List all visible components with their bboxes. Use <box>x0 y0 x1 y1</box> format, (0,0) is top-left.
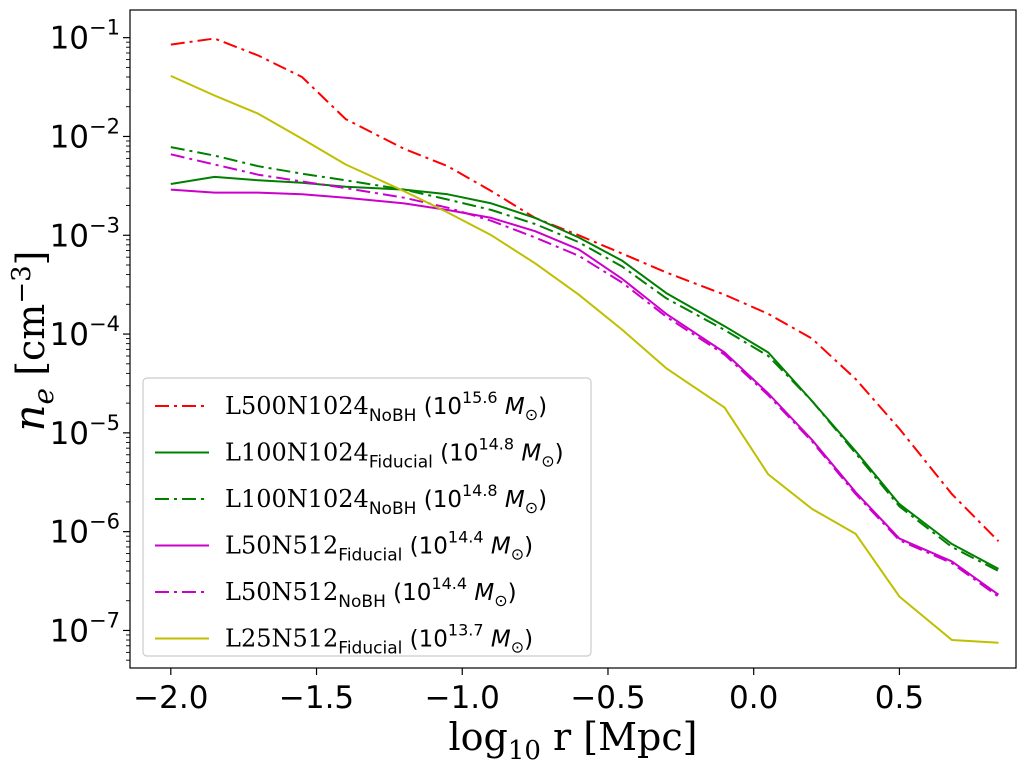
legend: L500N1024NoBH (1015.6 M⊙) L100N1024Fiduci… <box>142 377 592 659</box>
series-layer <box>170 37 1000 644</box>
legend-label: L100N1024NoBH (1014.8 M⊙) <box>225 481 547 519</box>
y-tick-label: 10−7 <box>50 608 120 649</box>
y-axis-title: ne [cm−3] <box>5 250 60 431</box>
series-line-3 <box>170 188 1000 596</box>
series-line-1 <box>170 175 999 570</box>
x-axis-title: log10 r [Mpc] <box>449 715 698 766</box>
legend-label: L50N512NoBH (1014.4 M⊙) <box>225 574 517 612</box>
legend-box <box>142 377 592 657</box>
legend-label: L500N1024NoBH (1015.6 M⊙) <box>225 388 547 426</box>
y-tick-label: 10−1 <box>50 16 120 57</box>
y-tick-label: 10−3 <box>50 213 120 254</box>
series-line-0 <box>170 37 1000 542</box>
legend-label: L50N512Fiducial (1014.4 M⊙) <box>225 528 533 566</box>
x-tick-label: −1.0 <box>425 680 500 716</box>
y-tick-label: 10−2 <box>50 114 120 155</box>
x-tick-label: −0.5 <box>570 680 645 716</box>
y-tick-label: 10−6 <box>50 510 120 551</box>
legend-label: L100N1024Fiducial (1014.8 M⊙) <box>225 435 564 473</box>
y-tick-label: 10−5 <box>50 411 120 452</box>
x-tick-label: −2.0 <box>133 680 208 716</box>
x-tick-label: −1.5 <box>279 680 354 716</box>
x-tick-label: 0.5 <box>875 680 924 716</box>
series-line-5 <box>170 74 999 644</box>
ticks-layer: −2.0 −1.5 −1.0 −0.5 0.0 0.5 10−1 10−2 10−3 10−4 10… <box>50 16 924 716</box>
series-line-4 <box>170 153 1000 598</box>
x-tick-label: 0.0 <box>729 680 778 716</box>
y-tick-label: 10−4 <box>50 312 120 353</box>
legend-label: L25N512Fiducial (1013.7 M⊙) <box>225 621 533 659</box>
